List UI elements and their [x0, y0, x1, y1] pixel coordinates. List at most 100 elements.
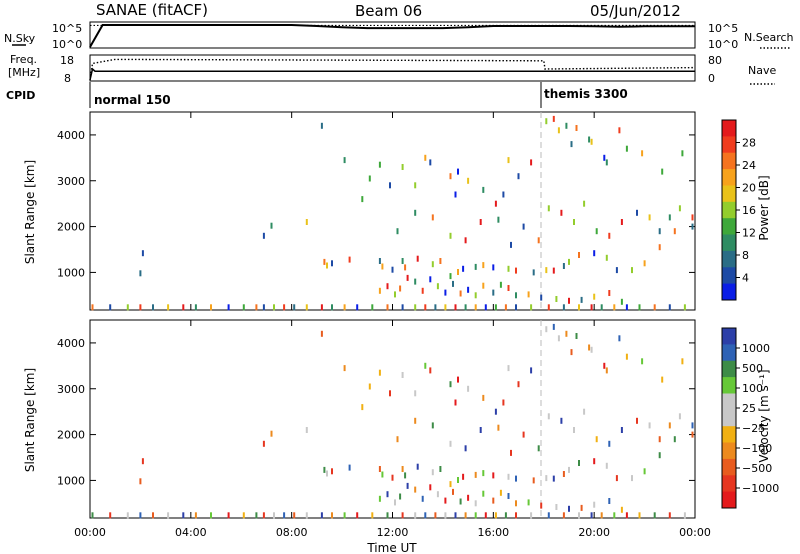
power-point — [562, 263, 565, 269]
velocity-point — [641, 358, 644, 365]
power-point — [91, 304, 94, 311]
power-point — [575, 125, 578, 131]
power-point — [668, 214, 671, 221]
velocity-colorbar-title: Velocity [m s⁻¹] — [757, 369, 771, 462]
velocity-point — [109, 512, 112, 519]
power-point — [467, 286, 470, 293]
cpid-label: CPID — [6, 89, 35, 102]
velocity-point — [595, 436, 598, 443]
power-point — [399, 285, 402, 292]
power-colorbar-swatch — [722, 267, 736, 285]
power-point — [262, 232, 265, 239]
power-point — [401, 258, 404, 264]
power-point — [227, 304, 230, 311]
velocity-point — [396, 436, 399, 443]
velocity-point — [401, 512, 404, 519]
freq-tick-bottom: 8 — [64, 72, 71, 85]
velocity-point — [560, 417, 563, 424]
velocity-point — [515, 512, 517, 519]
velocity-point — [429, 367, 432, 374]
power-colorbar-swatch — [722, 169, 736, 186]
power-colorbar-swatch — [722, 185, 736, 203]
velocity-point — [578, 460, 580, 466]
velocity-point — [603, 362, 606, 369]
power-point — [661, 168, 664, 175]
velocity-point — [474, 500, 477, 507]
velocity-point — [620, 427, 623, 433]
power-point — [499, 281, 502, 288]
velocity-point — [331, 468, 333, 475]
velocity-point — [507, 493, 510, 499]
power-colorbar-tick-label: 4 — [742, 272, 749, 285]
freq-label: Freq. — [10, 53, 37, 66]
velocity-point — [494, 408, 497, 415]
velocity-point — [444, 512, 447, 519]
power-point — [673, 228, 676, 235]
velocity-point — [262, 440, 265, 447]
velocity-point — [414, 417, 417, 424]
velocity-point — [378, 466, 381, 472]
velocity-point — [482, 394, 485, 401]
power-point — [482, 262, 485, 269]
x-tick-label: 20:00 — [578, 526, 610, 539]
velocity-point — [429, 484, 432, 491]
velocity-point — [540, 502, 543, 509]
power-point — [331, 260, 333, 267]
power-point — [631, 267, 633, 274]
power-point — [320, 304, 323, 311]
velocity-point — [320, 330, 323, 337]
velocity-point — [152, 512, 154, 519]
velocity-point — [583, 408, 586, 415]
power-point — [590, 138, 593, 145]
velocity-point — [668, 422, 671, 429]
velocity-point — [343, 512, 346, 519]
velocity-point — [449, 440, 452, 447]
velocity-point — [262, 512, 265, 519]
power-point — [540, 294, 543, 301]
power-point — [270, 222, 273, 229]
power-point — [678, 205, 681, 212]
power-point — [641, 150, 644, 157]
velocity-point — [404, 472, 407, 479]
power-point — [517, 173, 520, 180]
velocity-point — [691, 431, 694, 438]
power-point — [547, 304, 550, 311]
velocity-point — [343, 365, 346, 372]
velocity-point — [552, 323, 555, 330]
power-point — [603, 154, 606, 161]
velocity-y-tick-label: 1000 — [57, 474, 85, 487]
velocity-point — [283, 512, 286, 519]
power-point — [331, 304, 333, 311]
velocity-point — [91, 512, 94, 519]
velocity-point — [414, 486, 417, 493]
power-point — [560, 209, 563, 216]
power-point — [414, 182, 417, 189]
velocity-point — [167, 512, 170, 519]
power-point — [494, 200, 497, 207]
power-colorbar-swatch — [722, 283, 736, 301]
velocity-colorbar-tick-label: −1000 — [742, 482, 779, 495]
nave-tick-top: 80 — [708, 54, 722, 67]
velocity-point — [464, 512, 467, 519]
power-point — [691, 223, 694, 230]
velocity-point — [406, 482, 409, 489]
velocity-point — [414, 390, 417, 397]
power-y-tick-label: 4000 — [57, 129, 85, 142]
power-point — [681, 150, 684, 157]
power-point — [421, 287, 424, 294]
power-colorbar-title: Power [dB] — [757, 175, 771, 240]
velocity-point — [323, 466, 326, 473]
velocity-point — [424, 512, 427, 519]
velocity-point — [502, 399, 505, 406]
velocity-point — [401, 372, 404, 378]
power-point — [474, 263, 477, 270]
power-point — [386, 304, 389, 311]
power-point — [510, 241, 512, 248]
velocity-point — [482, 490, 485, 497]
power-colorbar-tick-label: 20 — [742, 182, 756, 195]
velocity-point — [517, 381, 520, 388]
power-point — [658, 228, 661, 235]
velocity-point — [545, 326, 548, 333]
x-tick-label: 00:00 — [74, 526, 106, 539]
power-point — [414, 304, 417, 311]
